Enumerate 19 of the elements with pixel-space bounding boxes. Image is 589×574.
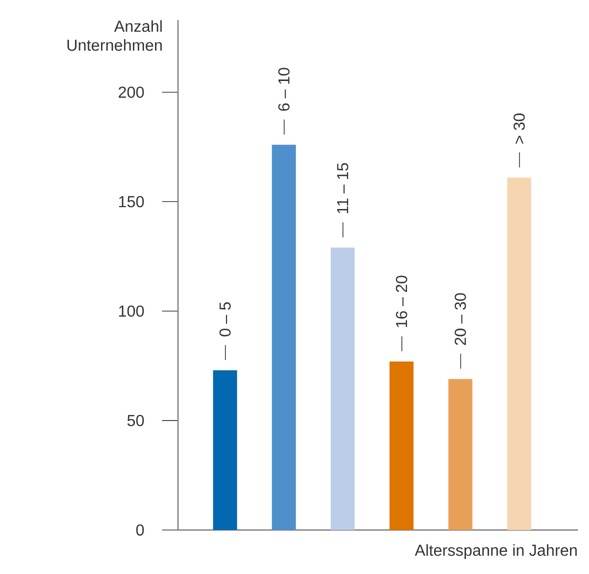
bar (330, 248, 355, 530)
x-axis-title: Altersspanne in Jahren (414, 544, 577, 560)
x-tick-label: 16 – 20 (396, 276, 408, 328)
x-tick-label: > 30 (514, 114, 525, 144)
y-tick-label: 150 (119, 196, 144, 208)
bar (507, 178, 532, 530)
y-tick-label: 100 (119, 305, 144, 317)
y-tick-label: 0 (136, 524, 144, 536)
x-tick-label: 20 – 30 (454, 293, 466, 345)
bar (390, 361, 414, 530)
x-tick-label: 0 – 5 (219, 302, 231, 336)
y-tick-label: 50 (127, 414, 144, 426)
bar (272, 144, 296, 530)
x-tick-label: 11 – 15 (337, 163, 348, 214)
bar (448, 378, 472, 530)
bar (213, 370, 238, 530)
x-tick-label: 6 – 10 (278, 68, 290, 111)
y-tick-label: 200 (118, 86, 144, 98)
y-axis-title: Anzahl Unternehmen (67, 20, 162, 51)
